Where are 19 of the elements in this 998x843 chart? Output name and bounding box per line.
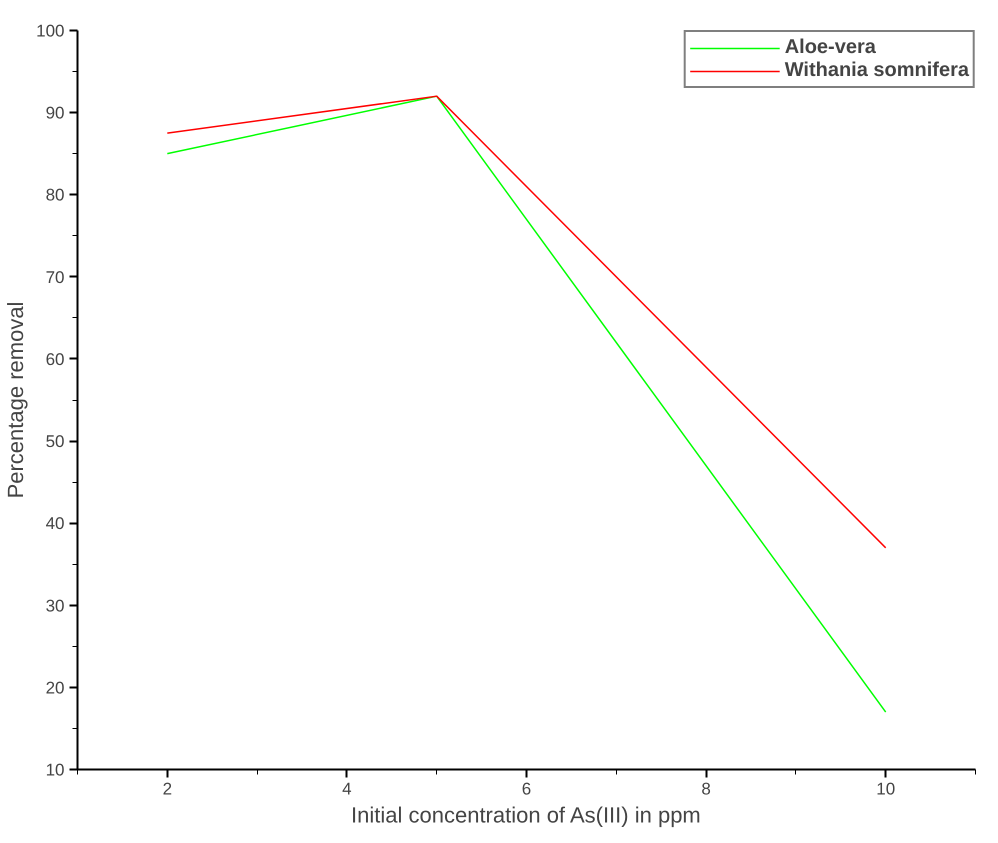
legend-label: Aloe-vera <box>784 36 876 59</box>
y-tick-label: 60 <box>46 350 65 369</box>
y-tick-label: 90 <box>46 104 65 123</box>
x-axis-title: Initial concentration of As(III) in ppm <box>351 802 701 828</box>
y-tick-label: 30 <box>46 596 65 616</box>
legend-label: Withania somnifera <box>784 59 969 82</box>
x-tick-label: 6 <box>522 780 532 798</box>
y-tick-label: 70 <box>46 268 65 287</box>
y-tick-label: 20 <box>46 678 65 698</box>
x-tick-label: 8 <box>701 780 711 798</box>
y-axis-title: Percentage removal <box>3 302 28 498</box>
x-tick-label: 2 <box>162 780 172 798</box>
y-tick-label: 50 <box>46 432 65 452</box>
x-tick-label: 4 <box>342 780 352 798</box>
y-tick-label: 80 <box>46 186 65 205</box>
y-tick-label: 10 <box>46 760 65 780</box>
y-tick-label: 40 <box>46 514 65 534</box>
y-tick-label: 100 <box>36 22 65 40</box>
x-tick-label: 10 <box>876 780 896 798</box>
